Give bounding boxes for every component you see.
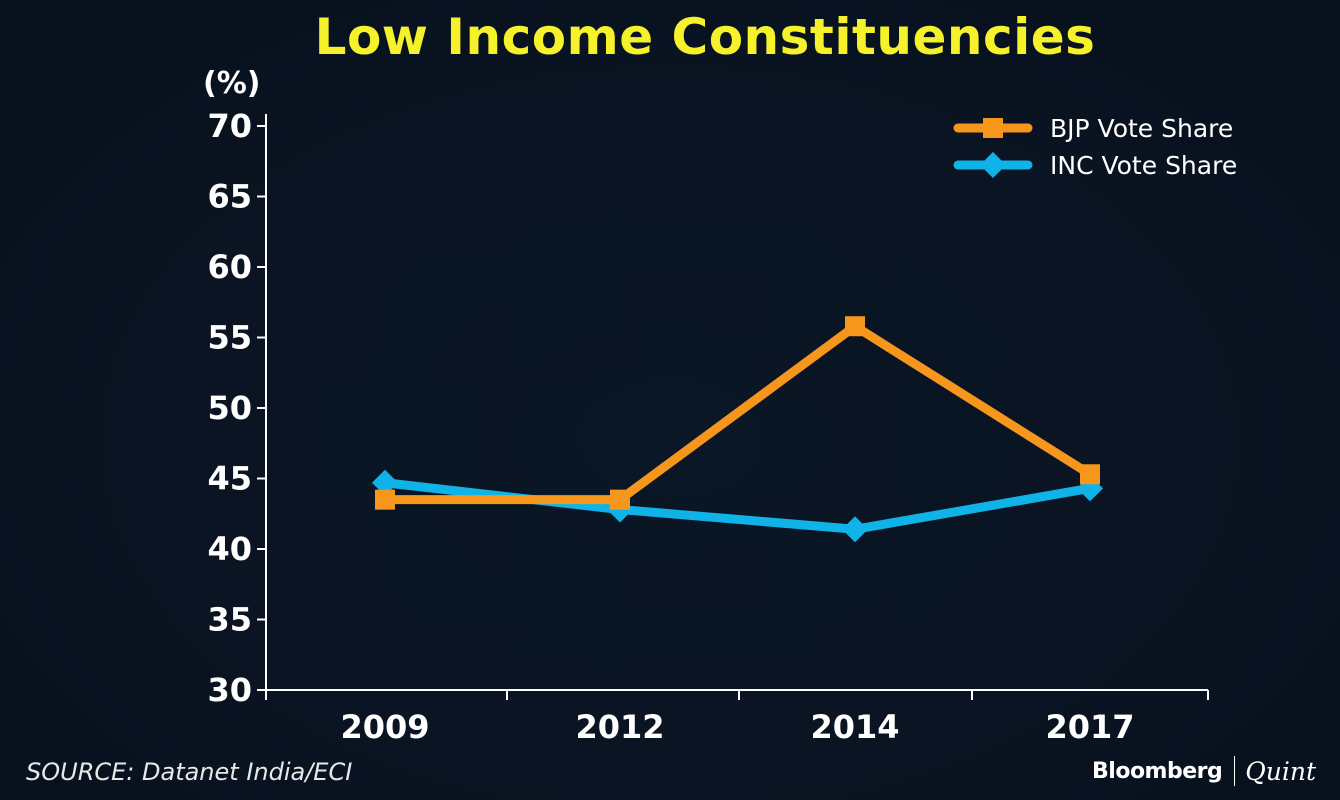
y-tick-label: 35 [207, 601, 252, 639]
x-tick-label: 2017 [1045, 708, 1134, 746]
y-tick-label: 60 [207, 248, 252, 286]
source-note: SOURCE: Datanet India/ECI [26, 758, 353, 786]
series-line-bjp [380, 321, 1095, 505]
series-bjp [375, 316, 1100, 510]
data-point-bjp [375, 489, 395, 510]
chart-title: Low Income Constituencies [314, 8, 1096, 66]
brand-logo: Bloomberg Quint [1092, 756, 1316, 786]
legend-swatch-marker [983, 118, 1003, 138]
data-point-bjp [610, 489, 630, 510]
data-point-bjp [1080, 464, 1100, 485]
x-tick-label: 2012 [575, 708, 664, 746]
y-tick-label: 45 [207, 460, 252, 498]
x-tick-label: 2009 [340, 708, 429, 746]
y-tick-label: 55 [207, 319, 252, 357]
data-point-inc [372, 469, 398, 496]
legend-swatch-marker [980, 152, 1006, 178]
y-tick-label: 65 [207, 178, 252, 216]
y-tick-label: 40 [207, 530, 252, 568]
axes: 30 35 40 45 50 55 60 65 70 2009 2012 2014 2017 [207, 107, 1209, 746]
x-tick-label: 2014 [810, 708, 899, 746]
y-tick-label: 70 [207, 107, 252, 145]
y-axis-unit-label: (%) [203, 66, 261, 101]
brand-divider [1234, 756, 1236, 786]
legend-item-bjp: BJP Vote Share [953, 114, 1233, 143]
y-tick-label: 50 [207, 389, 252, 427]
series-inc [372, 469, 1103, 543]
legend-label: BJP Vote Share [1050, 114, 1233, 143]
data-point-inc [842, 516, 868, 543]
legend-item-inc: INC Vote Share [953, 151, 1237, 180]
legend: BJP Vote Share INC Vote Share [953, 114, 1237, 180]
data-point-bjp [845, 316, 865, 337]
series-layer [372, 316, 1103, 543]
series-line-inc [380, 478, 1095, 534]
y-tick-label: 30 [207, 671, 252, 709]
brand-bloomberg: Bloomberg [1092, 758, 1223, 784]
legend-label: INC Vote Share [1050, 151, 1237, 180]
brand-quint: Quint [1245, 756, 1316, 786]
